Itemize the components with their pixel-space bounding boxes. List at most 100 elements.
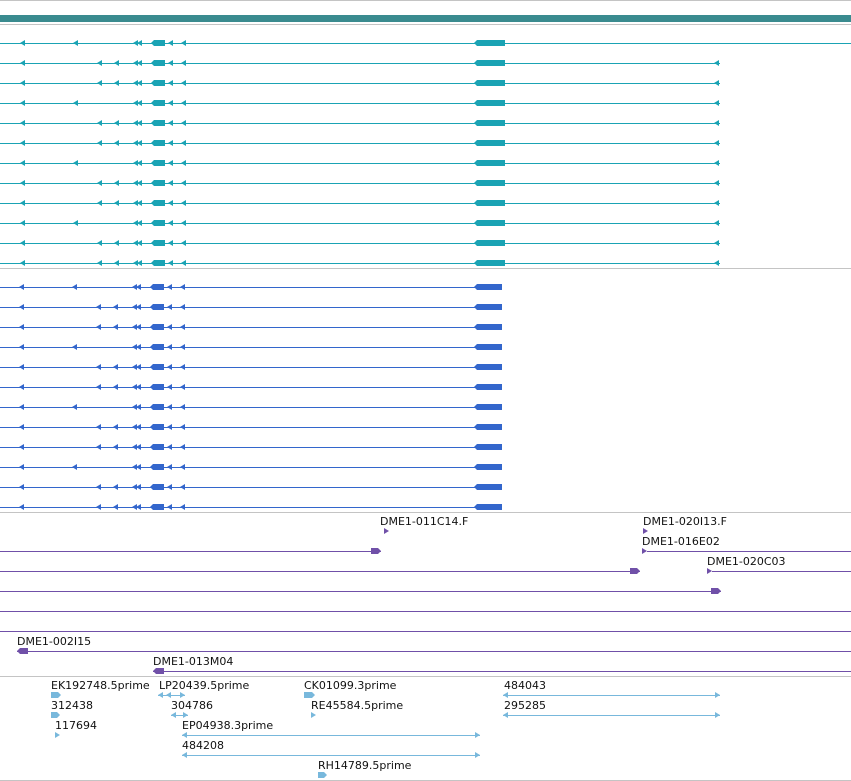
exon-marker[interactable] bbox=[97, 240, 102, 246]
exon-marker[interactable] bbox=[72, 344, 77, 350]
exon-block[interactable] bbox=[150, 304, 164, 310]
exon-marker[interactable] bbox=[714, 240, 719, 246]
exon-marker[interactable] bbox=[114, 260, 119, 266]
exon-marker[interactable] bbox=[137, 60, 142, 66]
exon-block[interactable] bbox=[151, 240, 165, 246]
exon-marker[interactable] bbox=[180, 364, 185, 370]
exon-marker[interactable] bbox=[20, 260, 25, 266]
est-marker[interactable] bbox=[180, 692, 185, 698]
exon-marker[interactable] bbox=[114, 180, 119, 186]
exon-marker[interactable] bbox=[180, 484, 185, 490]
exon-marker[interactable] bbox=[136, 284, 141, 290]
exon-block[interactable] bbox=[474, 140, 505, 146]
exon-marker[interactable] bbox=[96, 384, 101, 390]
exon-marker[interactable] bbox=[136, 444, 141, 450]
exon-marker[interactable] bbox=[137, 40, 142, 46]
exon-marker[interactable] bbox=[168, 180, 173, 186]
exon-block[interactable] bbox=[150, 424, 164, 430]
exon-marker[interactable] bbox=[114, 60, 119, 66]
est-marker[interactable] bbox=[55, 732, 60, 738]
exon-marker[interactable] bbox=[136, 384, 141, 390]
exon-marker[interactable] bbox=[19, 404, 24, 410]
clone-end-block[interactable] bbox=[711, 588, 721, 594]
exon-marker[interactable] bbox=[181, 40, 186, 46]
exon-block[interactable] bbox=[150, 464, 164, 470]
est-label-312438[interactable]: 312438 bbox=[51, 699, 93, 712]
exon-block[interactable] bbox=[150, 484, 164, 490]
exon-marker[interactable] bbox=[168, 200, 173, 206]
exon-block[interactable] bbox=[474, 444, 502, 450]
exon-block[interactable] bbox=[151, 180, 165, 186]
exon-block[interactable] bbox=[151, 120, 165, 126]
exon-marker[interactable] bbox=[20, 240, 25, 246]
exon-block[interactable] bbox=[474, 504, 502, 510]
exon-marker[interactable] bbox=[180, 464, 185, 470]
exon-marker[interactable] bbox=[167, 324, 172, 330]
exon-marker[interactable] bbox=[20, 80, 25, 86]
exon-marker[interactable] bbox=[19, 344, 24, 350]
exon-marker[interactable] bbox=[20, 160, 25, 166]
exon-block[interactable] bbox=[150, 384, 164, 390]
est-block[interactable] bbox=[51, 692, 61, 698]
exon-marker[interactable] bbox=[714, 260, 719, 266]
exon-marker[interactable] bbox=[137, 200, 142, 206]
exon-marker[interactable] bbox=[180, 284, 185, 290]
exon-marker[interactable] bbox=[181, 80, 186, 86]
exon-marker[interactable] bbox=[714, 200, 719, 206]
exon-marker[interactable] bbox=[114, 200, 119, 206]
exon-marker[interactable] bbox=[167, 364, 172, 370]
exon-marker[interactable] bbox=[20, 140, 25, 146]
est-marker[interactable] bbox=[311, 712, 316, 718]
exon-marker[interactable] bbox=[113, 424, 118, 430]
exon-block[interactable] bbox=[474, 240, 505, 246]
exon-marker[interactable] bbox=[97, 140, 102, 146]
exon-block[interactable] bbox=[474, 324, 502, 330]
clone-label-dme1-002i15[interactable]: DME1-002I15 bbox=[17, 635, 92, 648]
exon-marker[interactable] bbox=[19, 504, 24, 510]
exon-marker[interactable] bbox=[167, 304, 172, 310]
exon-marker[interactable] bbox=[714, 180, 719, 186]
exon-marker[interactable] bbox=[181, 180, 186, 186]
exon-block[interactable] bbox=[474, 40, 505, 46]
exon-block[interactable] bbox=[474, 384, 502, 390]
clone-label-dme1-016e02[interactable]: DME1-016E02 bbox=[642, 535, 720, 548]
exon-marker[interactable] bbox=[167, 504, 172, 510]
exon-marker[interactable] bbox=[136, 344, 141, 350]
exon-marker[interactable] bbox=[180, 384, 185, 390]
exon-marker[interactable] bbox=[132, 364, 137, 370]
exon-marker[interactable] bbox=[180, 344, 185, 350]
exon-marker[interactable] bbox=[20, 220, 25, 226]
exon-marker[interactable] bbox=[97, 120, 102, 126]
exon-marker[interactable] bbox=[20, 40, 25, 46]
exon-block[interactable] bbox=[474, 60, 505, 66]
exon-block[interactable] bbox=[150, 324, 164, 330]
exon-marker[interactable] bbox=[137, 220, 142, 226]
exon-marker[interactable] bbox=[714, 60, 719, 66]
exon-block[interactable] bbox=[474, 260, 505, 266]
exon-marker[interactable] bbox=[168, 160, 173, 166]
exon-block[interactable] bbox=[474, 344, 502, 350]
exon-marker[interactable] bbox=[97, 80, 102, 86]
exon-marker[interactable] bbox=[72, 464, 77, 470]
exon-marker[interactable] bbox=[132, 304, 137, 310]
exon-block[interactable] bbox=[150, 404, 164, 410]
est-marker[interactable] bbox=[715, 692, 720, 698]
exon-marker[interactable] bbox=[132, 424, 137, 430]
exon-marker[interactable] bbox=[97, 60, 102, 66]
exon-block[interactable] bbox=[474, 220, 505, 226]
exon-marker[interactable] bbox=[168, 80, 173, 86]
exon-marker[interactable] bbox=[97, 260, 102, 266]
exon-marker[interactable] bbox=[114, 120, 119, 126]
est-label-rh14789[interactable]: RH14789.5prime bbox=[318, 759, 412, 772]
exon-marker[interactable] bbox=[19, 304, 24, 310]
exon-marker[interactable] bbox=[73, 40, 78, 46]
clone-label-dme1-011c14f[interactable]: DME1-011C14.F bbox=[380, 515, 469, 528]
exon-marker[interactable] bbox=[97, 200, 102, 206]
exon-marker[interactable] bbox=[96, 424, 101, 430]
exon-marker[interactable] bbox=[132, 344, 137, 350]
exon-marker[interactable] bbox=[136, 504, 141, 510]
exon-block[interactable] bbox=[474, 484, 502, 490]
est-marker[interactable] bbox=[183, 712, 188, 718]
exon-marker[interactable] bbox=[132, 504, 137, 510]
exon-marker[interactable] bbox=[132, 464, 137, 470]
